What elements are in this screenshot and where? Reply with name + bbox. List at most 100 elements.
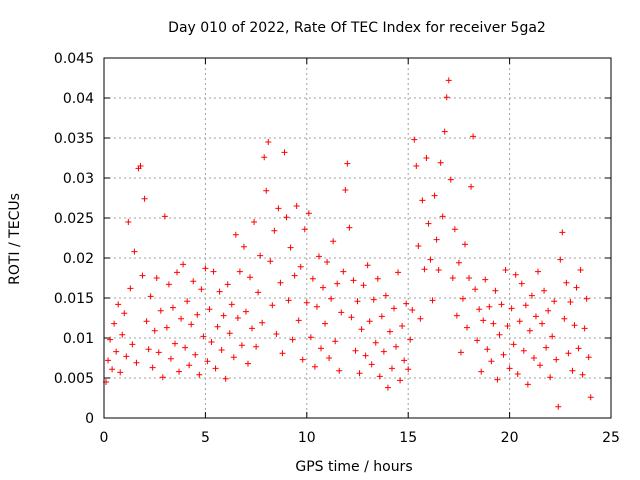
data-point xyxy=(457,349,464,356)
data-point xyxy=(555,403,562,410)
data-point xyxy=(348,314,355,321)
data-point xyxy=(384,384,391,391)
data-point xyxy=(488,358,495,365)
data-point xyxy=(234,315,241,321)
data-point xyxy=(549,333,556,340)
data-point xyxy=(214,323,221,330)
data-point xyxy=(575,345,582,352)
data-point xyxy=(218,347,225,353)
data-point xyxy=(297,263,304,270)
data-point xyxy=(206,306,213,313)
y-tick-label: 0.015 xyxy=(54,291,94,307)
data-point xyxy=(293,203,300,209)
data-point xyxy=(344,160,351,167)
data-point xyxy=(561,315,568,322)
x-tick-label: 10 xyxy=(298,430,316,446)
data-point xyxy=(455,259,462,266)
data-point xyxy=(393,343,400,350)
data-point xyxy=(490,320,497,327)
data-point xyxy=(285,297,292,304)
data-point xyxy=(255,289,262,296)
data-point xyxy=(516,318,523,325)
data-point xyxy=(423,155,430,161)
data-point xyxy=(283,214,290,221)
data-point xyxy=(320,284,327,291)
data-point xyxy=(111,320,118,327)
data-point xyxy=(198,286,205,293)
data-point xyxy=(537,362,544,369)
plot-frame xyxy=(103,57,612,419)
data-point xyxy=(313,303,320,310)
data-point xyxy=(171,340,178,347)
data-point xyxy=(336,367,343,374)
data-point xyxy=(421,266,428,273)
data-point xyxy=(204,358,211,365)
data-point xyxy=(324,259,331,265)
data-point xyxy=(202,265,209,272)
data-point xyxy=(159,374,166,381)
data-point xyxy=(281,149,288,156)
data-point xyxy=(265,139,272,145)
data-point xyxy=(498,301,505,308)
data-point xyxy=(137,163,144,169)
data-points xyxy=(103,77,594,410)
data-point xyxy=(417,315,424,322)
axis-ticks: 0 5 10 15 20 25 0 0.005 0.01 0.015 0.02 0.025 0.03 0.… xyxy=(54,51,620,446)
data-point xyxy=(303,299,310,306)
data-point xyxy=(500,351,507,358)
data-point xyxy=(230,354,237,361)
y-tick-label: 0 xyxy=(85,411,94,427)
data-point xyxy=(547,374,554,381)
data-point xyxy=(539,320,546,327)
data-point xyxy=(565,350,572,357)
data-point xyxy=(208,339,215,345)
data-point xyxy=(409,307,416,313)
data-point xyxy=(127,285,134,292)
data-point xyxy=(105,357,112,364)
data-point xyxy=(145,346,152,353)
data-point xyxy=(368,361,375,368)
data-point xyxy=(210,268,217,275)
data-point xyxy=(510,341,517,348)
data-point xyxy=(514,371,521,377)
data-point xyxy=(466,275,473,281)
data-point xyxy=(518,280,525,287)
data-point xyxy=(468,183,475,190)
data-point xyxy=(551,298,558,305)
data-point xyxy=(247,274,254,281)
data-point xyxy=(370,296,377,303)
data-point xyxy=(437,159,444,166)
data-point xyxy=(451,226,458,233)
data-point xyxy=(386,328,393,335)
data-point xyxy=(249,325,256,332)
data-point xyxy=(180,261,187,268)
data-point xyxy=(439,213,446,220)
data-point xyxy=(435,267,442,273)
data-point xyxy=(153,275,160,281)
data-point xyxy=(161,213,168,220)
data-point xyxy=(526,327,533,334)
data-point xyxy=(494,376,501,383)
data-point xyxy=(429,297,436,304)
data-point xyxy=(506,365,513,372)
data-point xyxy=(123,353,130,360)
data-point xyxy=(269,302,276,309)
data-point xyxy=(553,356,560,363)
data-point xyxy=(169,304,176,311)
data-point xyxy=(141,195,148,202)
x-tick-label: 20 xyxy=(501,430,519,446)
x-tick-label: 0 xyxy=(100,430,109,446)
data-point xyxy=(374,275,381,282)
data-point xyxy=(484,346,491,353)
data-point xyxy=(395,269,402,276)
data-point xyxy=(403,300,410,307)
data-point xyxy=(530,355,537,361)
data-point xyxy=(275,205,282,212)
data-point xyxy=(378,313,385,320)
data-point xyxy=(315,253,322,260)
data-point xyxy=(192,351,199,358)
data-point xyxy=(182,344,189,351)
data-point xyxy=(415,243,422,249)
data-point xyxy=(317,345,324,352)
